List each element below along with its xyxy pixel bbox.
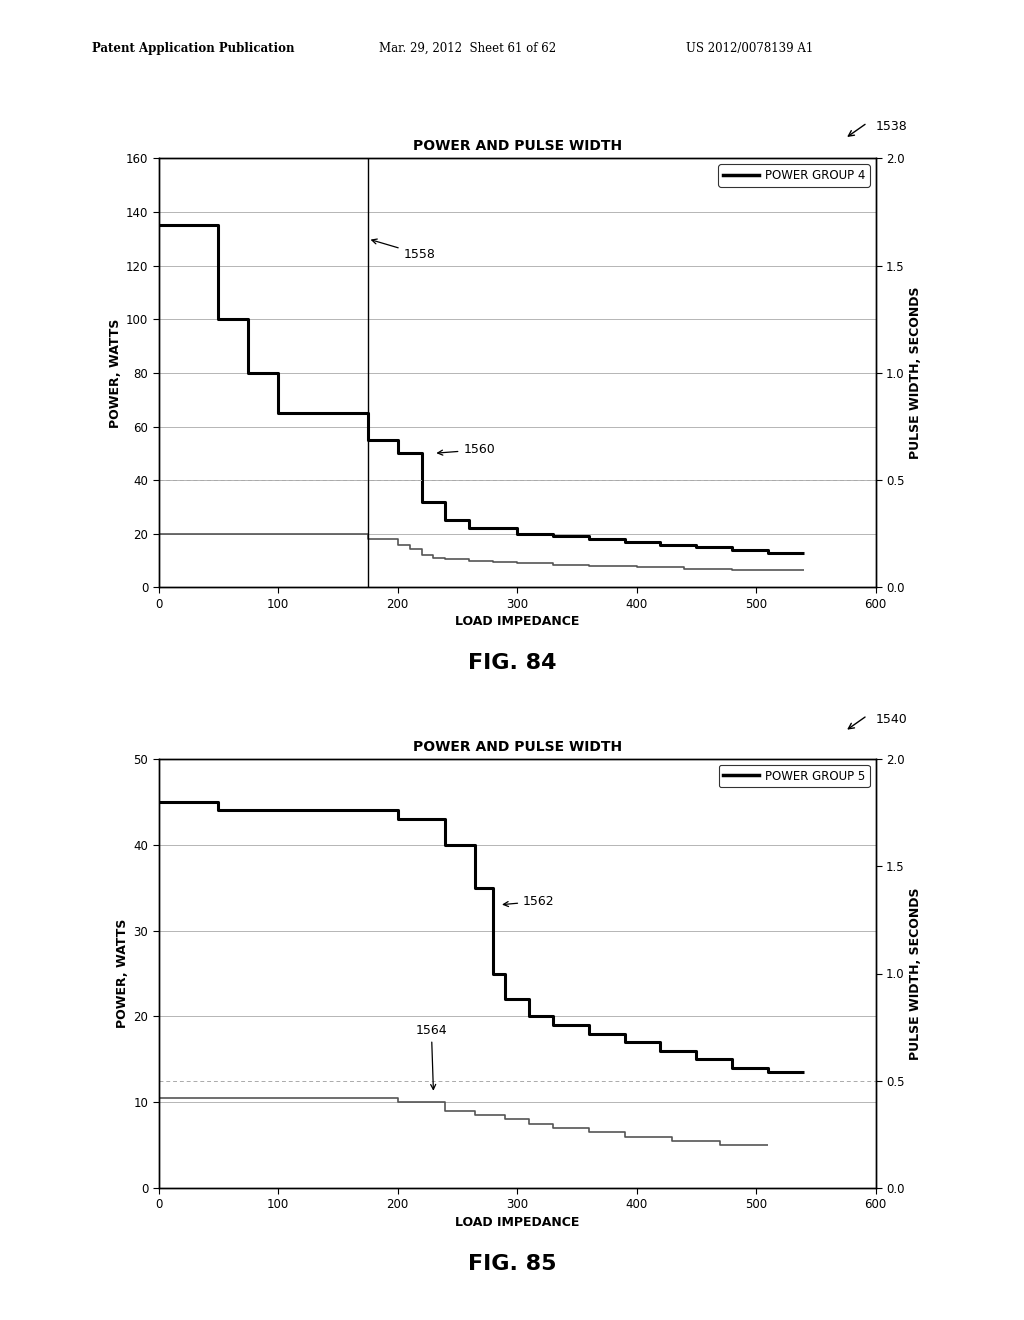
Text: 1538: 1538 bbox=[876, 120, 907, 133]
X-axis label: LOAD IMPEDANCE: LOAD IMPEDANCE bbox=[455, 1216, 580, 1229]
Y-axis label: POWER, WATTS: POWER, WATTS bbox=[117, 919, 129, 1028]
Text: 1562: 1562 bbox=[504, 895, 555, 908]
Text: 1540: 1540 bbox=[876, 713, 907, 726]
Text: US 2012/0078139 A1: US 2012/0078139 A1 bbox=[686, 42, 813, 55]
Title: POWER AND PULSE WIDTH: POWER AND PULSE WIDTH bbox=[413, 139, 622, 153]
Text: FIG. 85: FIG. 85 bbox=[468, 1254, 556, 1274]
Y-axis label: PULSE WIDTH, SECONDS: PULSE WIDTH, SECONDS bbox=[908, 887, 922, 1060]
Y-axis label: PULSE WIDTH, SECONDS: PULSE WIDTH, SECONDS bbox=[908, 286, 922, 459]
Text: 1560: 1560 bbox=[437, 444, 496, 457]
Text: 1558: 1558 bbox=[372, 239, 435, 260]
Legend: POWER GROUP 4: POWER GROUP 4 bbox=[719, 164, 869, 186]
Text: 1564: 1564 bbox=[416, 1023, 447, 1089]
Text: Patent Application Publication: Patent Application Publication bbox=[92, 42, 295, 55]
Text: FIG. 84: FIG. 84 bbox=[468, 653, 556, 673]
Text: Mar. 29, 2012  Sheet 61 of 62: Mar. 29, 2012 Sheet 61 of 62 bbox=[379, 42, 556, 55]
Legend: POWER GROUP 5: POWER GROUP 5 bbox=[719, 764, 869, 787]
Y-axis label: POWER, WATTS: POWER, WATTS bbox=[109, 318, 122, 428]
Title: POWER AND PULSE WIDTH: POWER AND PULSE WIDTH bbox=[413, 739, 622, 754]
X-axis label: LOAD IMPEDANCE: LOAD IMPEDANCE bbox=[455, 615, 580, 628]
